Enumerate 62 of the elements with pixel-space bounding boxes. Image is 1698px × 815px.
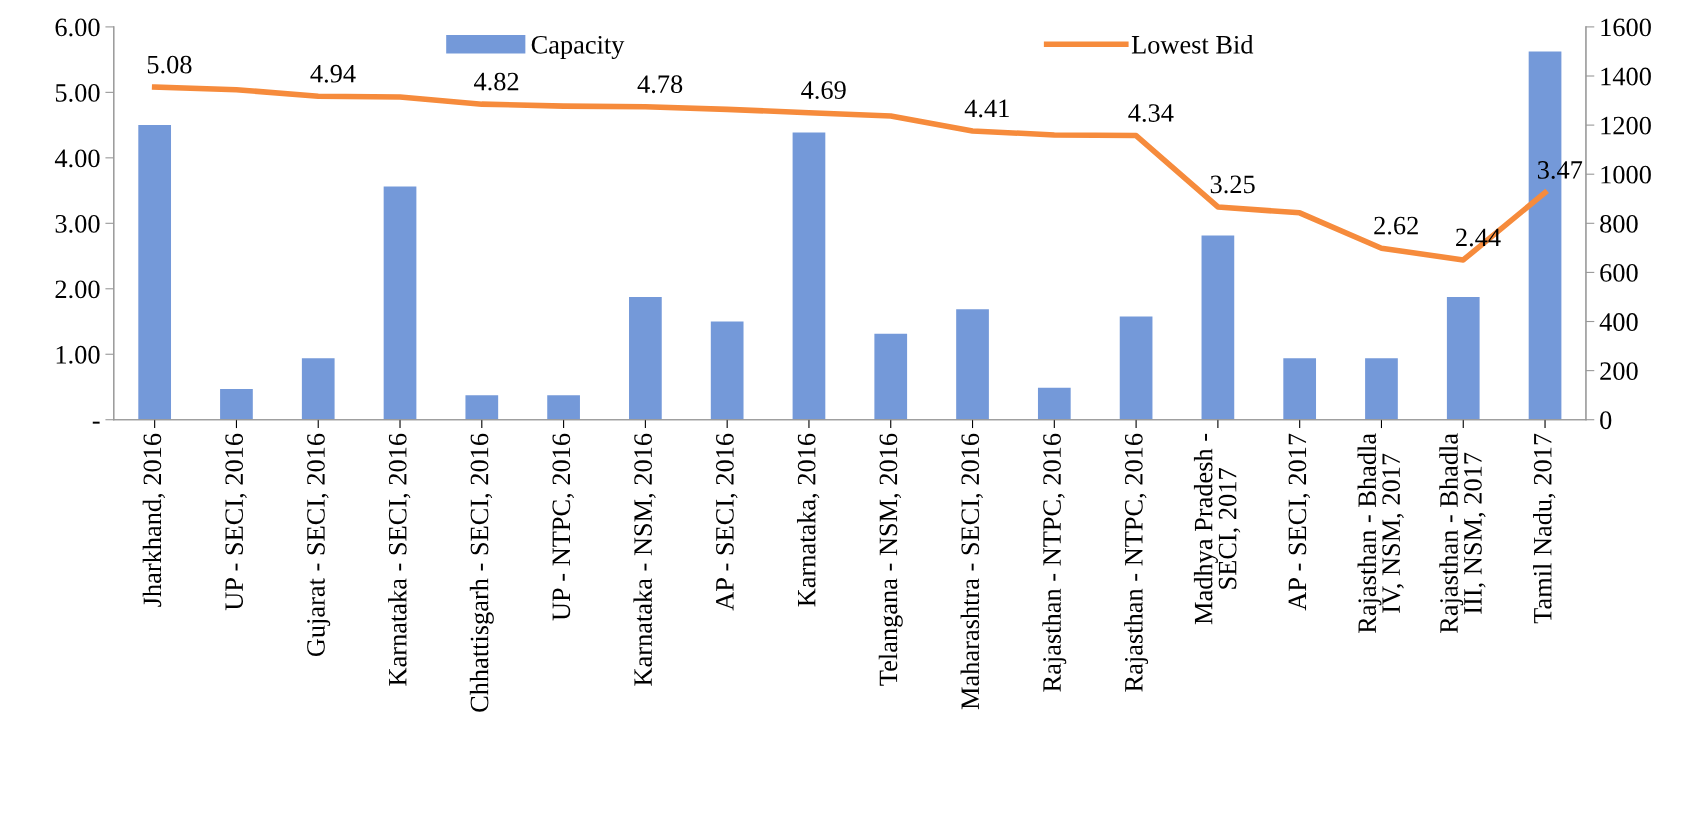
bar [547, 395, 580, 420]
y-tick-label: - [92, 421, 100, 424]
y-tick-label: 1.00 [56, 345, 100, 364]
bar [138, 125, 172, 420]
bar [301, 358, 335, 420]
x-tick-label: Chhattisgarh - SECI, 2016 [469, 433, 494, 712]
x-tick-label: Karnataka, 2016 [796, 433, 820, 607]
y-tick-label: 2.00 [55, 280, 100, 299]
data-label: 3.25 [1210, 175, 1255, 194]
x-tick-label: Madhya Pradesh - SECI, 2017 [1193, 433, 1241, 625]
x-tick-label: Karnataka - NSM, 2016 [633, 433, 656, 686]
bar [1283, 358, 1317, 420]
y-tick-label: 4.00 [54, 149, 100, 168]
bar [1446, 296, 1480, 420]
x-tick-label: Maharashtra - SECI, 2016 [960, 433, 983, 710]
y2-tick-label: 0 [1600, 411, 1612, 430]
x-tick-label: AP - SECI, 2016 [715, 433, 738, 611]
x-tick-label: Rajasthan - NTPC, 2016 [1124, 433, 1149, 692]
y-tick-label: 6.00 [55, 18, 100, 37]
data-label: 4.94 [310, 64, 356, 83]
bar [874, 333, 908, 420]
bar [1119, 316, 1153, 420]
x-tick-label: Rajasthan - Bhadla IV, NSM, 2017 [1357, 433, 1404, 633]
y2-tick-label: 600 [1600, 264, 1638, 282]
x-tick-label: Tamil Nadu, 2017 [1533, 433, 1556, 624]
y-tick-label: 5.00 [55, 83, 100, 102]
x-tick-label: Rajasthan - Bhadla III, NSM, 2017 [1439, 433, 1486, 633]
y2-tick-label: 800 [1600, 214, 1638, 233]
x-tick-label: UP - NTPC, 2016 [552, 433, 574, 621]
x-tick-label: Rajasthan - NTPC, 2016 [1042, 433, 1067, 692]
bar [465, 395, 499, 420]
y-tick-label: 3.00 [55, 214, 100, 233]
x-tick-label: Jharkhand, 2016 [142, 433, 166, 607]
y2-tick-label: 400 [1599, 313, 1638, 331]
data-label: 2.62 [1374, 216, 1418, 235]
x-tick-label: UP - SECI, 2016 [225, 433, 247, 611]
bar [956, 309, 989, 420]
y2-tick-label: 1200 [1601, 116, 1651, 135]
x-tick-label: Telangana - NSM, 2016 [878, 433, 903, 686]
legend-label: Lowest Bid [1131, 35, 1254, 54]
bar [220, 389, 253, 420]
y2-tick-label: 1400 [1601, 67, 1651, 86]
x-tick-label: Karnataka - SECI, 2016 [388, 433, 411, 686]
bar [629, 296, 662, 420]
bar [1365, 358, 1398, 420]
bar [792, 132, 826, 420]
data-label: 4.82 [473, 72, 519, 91]
y2-tick-label: 1600 [1601, 18, 1651, 37]
y2-tick-label: 1000 [1601, 165, 1651, 184]
bar [1201, 235, 1235, 420]
data-label: 4.78 [637, 75, 683, 94]
legend-label: Capacity [531, 35, 625, 60]
data-label: 4.34 [1128, 104, 1174, 122]
x-tick-label: AP - SECI, 2017 [1288, 433, 1311, 611]
y2-tick-label: 200 [1600, 362, 1638, 381]
data-label: 5.08 [147, 55, 192, 74]
x-tick-label: Gujarat - SECI, 2016 [307, 433, 331, 657]
bar [383, 186, 417, 420]
data-label: 4.41 [964, 99, 1009, 118]
bar [1037, 387, 1071, 420]
bar [710, 321, 744, 420]
data-label: 4.69 [801, 81, 846, 100]
